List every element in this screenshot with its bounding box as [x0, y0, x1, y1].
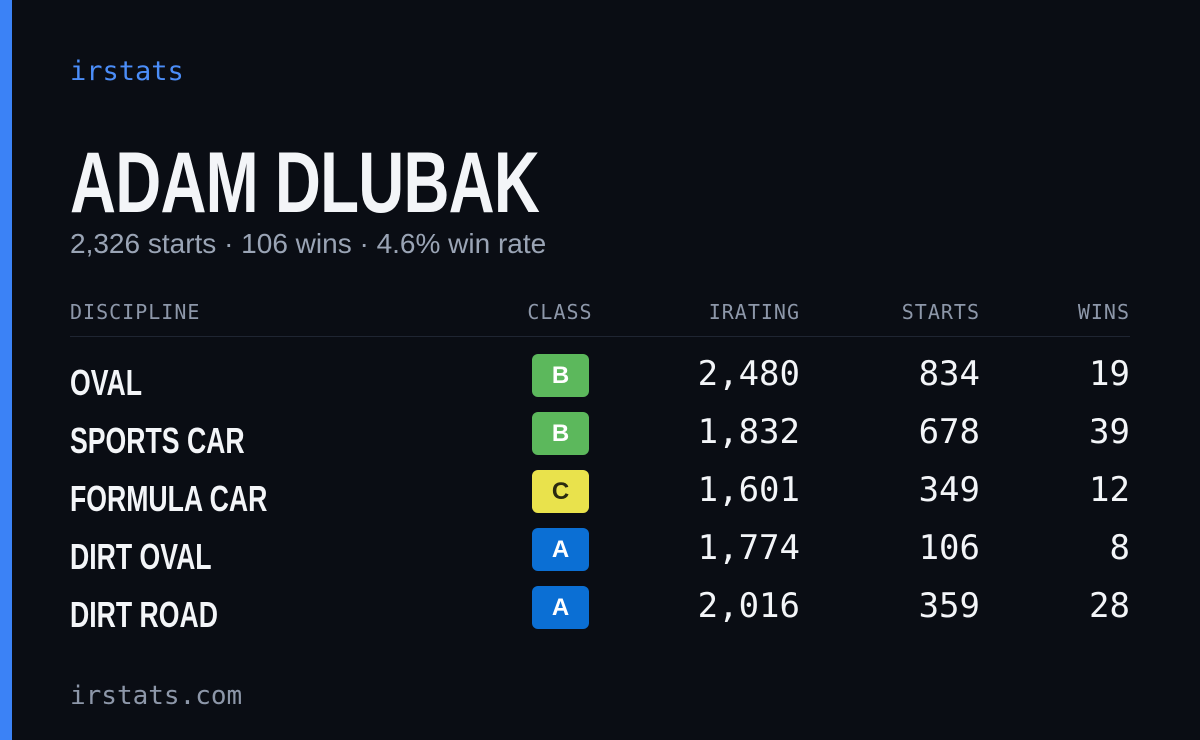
footer-url: irstats.com — [70, 681, 243, 711]
discipline: DIRT ROAD — [70, 594, 218, 635]
column-header: WINS — [1077, 300, 1130, 324]
class-badge: B — [532, 412, 589, 455]
irating: 2,480 — [697, 354, 800, 394]
player-summary: 2,326 starts · 106 wins · 4.6% win rate — [70, 228, 547, 259]
header-rule — [70, 336, 1130, 337]
column-header: DISCIPLINE — [70, 300, 201, 324]
class-badge: B — [532, 354, 589, 397]
irating: 1,832 — [697, 412, 800, 452]
starts: 359 — [918, 586, 980, 626]
discipline: FORMULA CAR — [70, 478, 268, 519]
discipline: OVAL — [70, 362, 143, 403]
irating: 1,601 — [697, 470, 800, 510]
column-header: IRATING — [708, 300, 800, 324]
starts: 834 — [918, 354, 980, 394]
irating: 2,016 — [697, 586, 800, 626]
wins: 12 — [1089, 470, 1130, 510]
column-header: STARTS — [901, 300, 980, 324]
starts: 106 — [918, 528, 980, 568]
class-badge: A — [532, 528, 589, 571]
starts: 349 — [918, 470, 980, 510]
wins: 19 — [1089, 354, 1130, 394]
wins: 8 — [1109, 528, 1130, 568]
accent-bar — [0, 0, 12, 740]
starts: 678 — [918, 412, 980, 452]
irating: 1,774 — [697, 528, 800, 568]
wins: 28 — [1089, 586, 1130, 626]
brand: irstats — [70, 56, 184, 87]
class-badge: C — [532, 470, 589, 513]
class-badge: A — [532, 586, 589, 629]
discipline: DIRT OVAL — [70, 536, 212, 577]
discipline: SPORTS CAR — [70, 420, 245, 461]
wins: 39 — [1089, 412, 1130, 452]
player-name: ADAM DLUBAK — [70, 135, 540, 231]
column-header: CLASS — [527, 300, 593, 324]
